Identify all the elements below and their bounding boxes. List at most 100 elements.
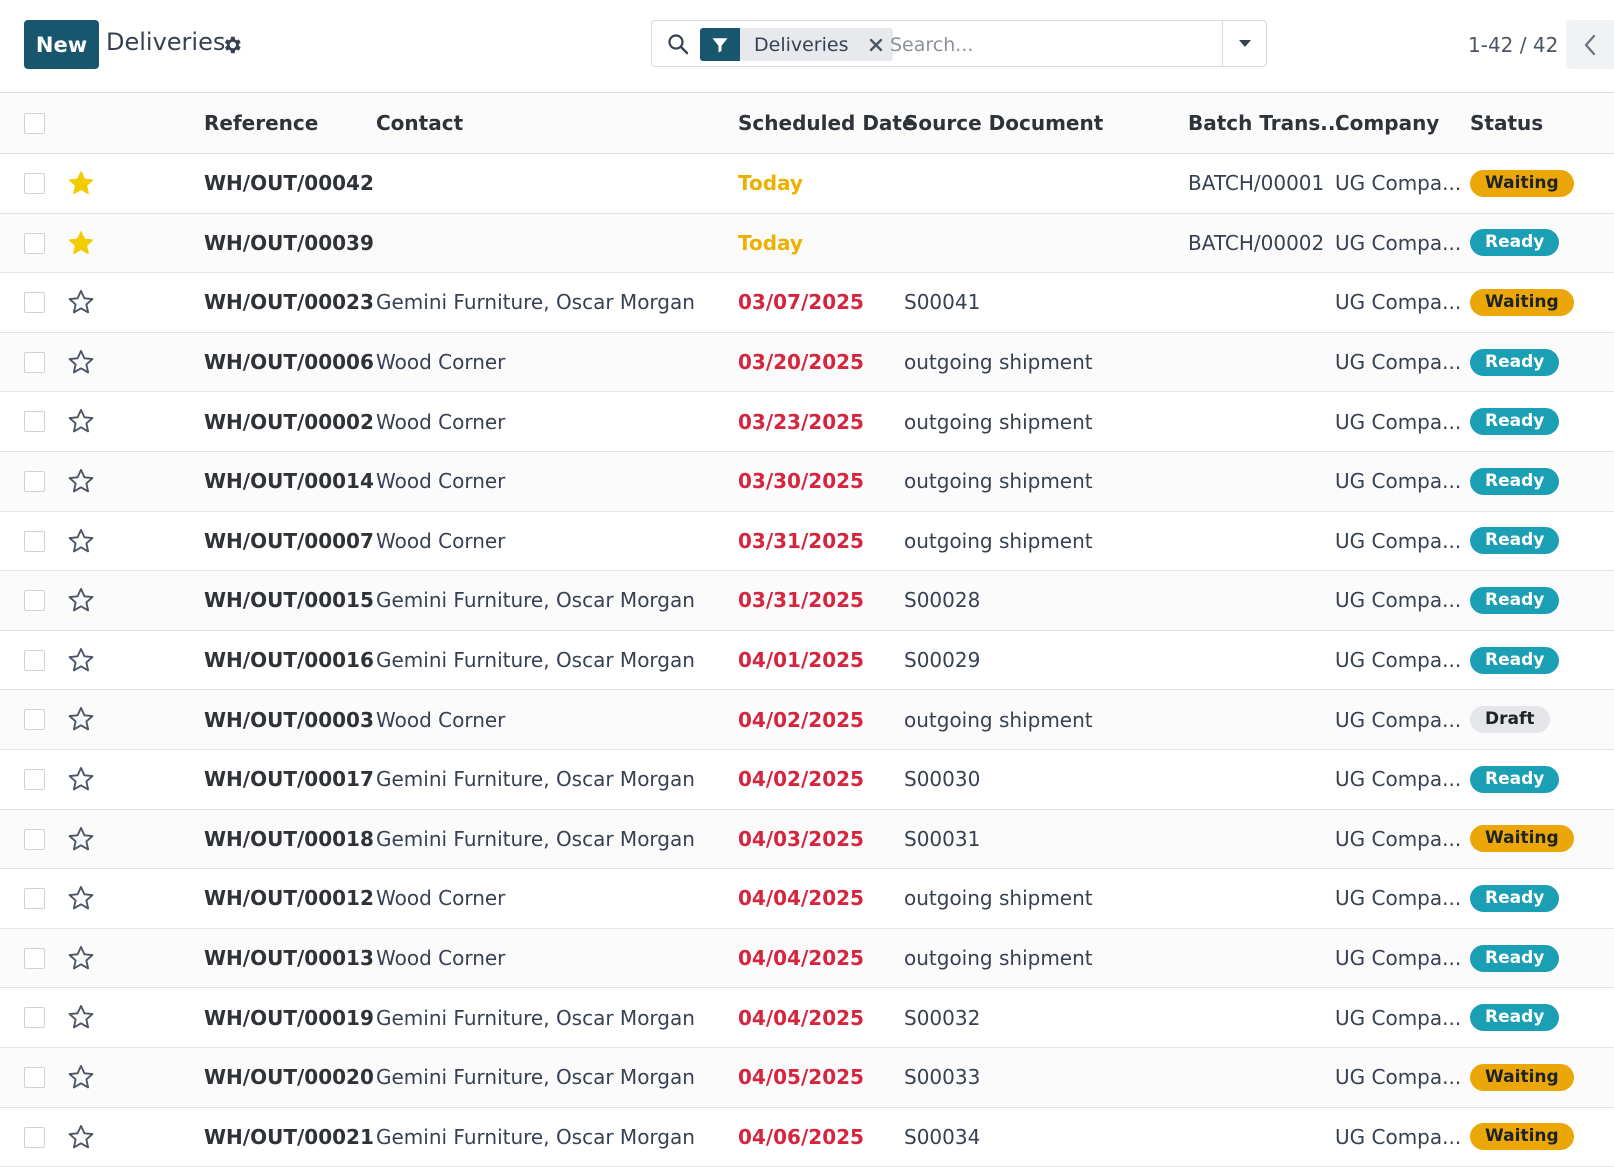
caret-down-icon	[1238, 39, 1252, 49]
reference-cell: WH/OUT/00007	[204, 512, 374, 571]
column-header-scheduled-date[interactable]: Scheduled Date	[738, 93, 916, 153]
new-button[interactable]: New	[24, 20, 99, 69]
column-header-contact[interactable]: Contact	[376, 93, 463, 153]
star-icon[interactable]	[67, 825, 95, 853]
status-cell: Ready	[1470, 333, 1559, 392]
star-icon[interactable]	[67, 765, 95, 793]
row-checkbox[interactable]	[24, 531, 45, 552]
select-all-checkbox[interactable]	[24, 113, 45, 134]
pager-value[interactable]: 1-42 / 42	[1468, 33, 1558, 57]
source-document-cell: S00031	[904, 810, 980, 869]
star-icon[interactable]	[67, 348, 95, 376]
column-header-source-document[interactable]: Source Document	[904, 93, 1103, 153]
column-header-status[interactable]: Status	[1470, 93, 1543, 153]
batch-transfer-cell: BATCH/00001	[1188, 154, 1324, 213]
status-cell: Waiting	[1470, 273, 1574, 332]
status-badge: Ready	[1470, 527, 1559, 554]
company-cell: UG Compa...	[1335, 154, 1461, 213]
column-header-company[interactable]: Company	[1335, 93, 1439, 153]
filter-facet[interactable]: Deliveries	[700, 28, 893, 61]
status-badge: Ready	[1470, 229, 1559, 256]
star-icon[interactable]	[67, 407, 95, 435]
scheduled-date-cell: 03/31/2025	[738, 512, 864, 571]
search-input[interactable]	[888, 29, 1212, 61]
status-cell: Draft	[1470, 690, 1550, 749]
company-cell: UG Compa...	[1335, 512, 1461, 571]
star-icon[interactable]	[67, 705, 95, 733]
row-checkbox[interactable]	[24, 650, 45, 671]
gear-icon[interactable]	[221, 34, 243, 56]
search-icon[interactable]	[666, 32, 690, 56]
star-icon[interactable]	[67, 1063, 95, 1091]
column-header-reference[interactable]: Reference	[204, 93, 318, 153]
scheduled-date-cell: Today	[738, 214, 803, 273]
source-document-cell: S00029	[904, 631, 980, 690]
search-options-toggle[interactable]	[1222, 21, 1266, 66]
row-checkbox[interactable]	[24, 233, 45, 254]
row-checkbox[interactable]	[24, 173, 45, 194]
contact-cell: Gemini Furniture, Oscar Morgan	[376, 1048, 695, 1107]
row-checkbox[interactable]	[24, 829, 45, 850]
row-checkbox[interactable]	[24, 888, 45, 909]
star-icon[interactable]	[67, 527, 95, 555]
scheduled-date-cell: 04/05/2025	[738, 1048, 864, 1107]
status-badge: Ready	[1470, 885, 1559, 912]
scheduled-date-cell: Today	[738, 154, 803, 213]
batch-transfer-cell: BATCH/00002	[1188, 214, 1324, 273]
status-cell: Waiting	[1470, 810, 1574, 869]
row-checkbox[interactable]	[24, 292, 45, 313]
star-icon[interactable]	[67, 467, 95, 495]
star-icon[interactable]	[67, 646, 95, 674]
star-icon[interactable]	[67, 229, 95, 257]
row-checkbox[interactable]	[24, 471, 45, 492]
status-badge: Ready	[1470, 1004, 1559, 1031]
star-icon[interactable]	[67, 884, 95, 912]
row-checkbox[interactable]	[24, 769, 45, 790]
row-checkbox[interactable]	[24, 709, 45, 730]
reference-cell: WH/OUT/00013	[204, 929, 374, 988]
status-cell: Ready	[1470, 929, 1559, 988]
reference-cell: WH/OUT/00003	[204, 690, 374, 749]
star-icon[interactable]	[67, 169, 95, 197]
row-checkbox[interactable]	[24, 1127, 45, 1148]
star-icon[interactable]	[67, 288, 95, 316]
pager-previous-button[interactable]	[1566, 20, 1614, 69]
reference-cell: WH/OUT/00002	[204, 392, 374, 451]
row-checkbox[interactable]	[24, 1007, 45, 1028]
star-icon[interactable]	[67, 586, 95, 614]
row-checkbox[interactable]	[24, 352, 45, 373]
star-icon[interactable]	[67, 1123, 95, 1151]
status-badge: Ready	[1470, 349, 1559, 376]
column-header-batch-transfer[interactable]: Batch Trans...	[1188, 93, 1343, 153]
status-badge: Ready	[1470, 945, 1559, 972]
star-icon[interactable]	[67, 1003, 95, 1031]
row-checkbox[interactable]	[24, 590, 45, 611]
status-badge: Waiting	[1470, 289, 1574, 316]
row-checkbox[interactable]	[24, 948, 45, 969]
row-checkbox[interactable]	[24, 411, 45, 432]
row-checkbox[interactable]	[24, 1067, 45, 1088]
source-document-cell: S00041	[904, 273, 980, 332]
page-title[interactable]: Deliveries	[106, 28, 225, 56]
contact-cell: Gemini Furniture, Oscar Morgan	[376, 810, 695, 869]
scheduled-date-cell: 04/01/2025	[738, 631, 864, 690]
star-icon[interactable]	[67, 944, 95, 972]
company-cell: UG Compa...	[1335, 273, 1461, 332]
